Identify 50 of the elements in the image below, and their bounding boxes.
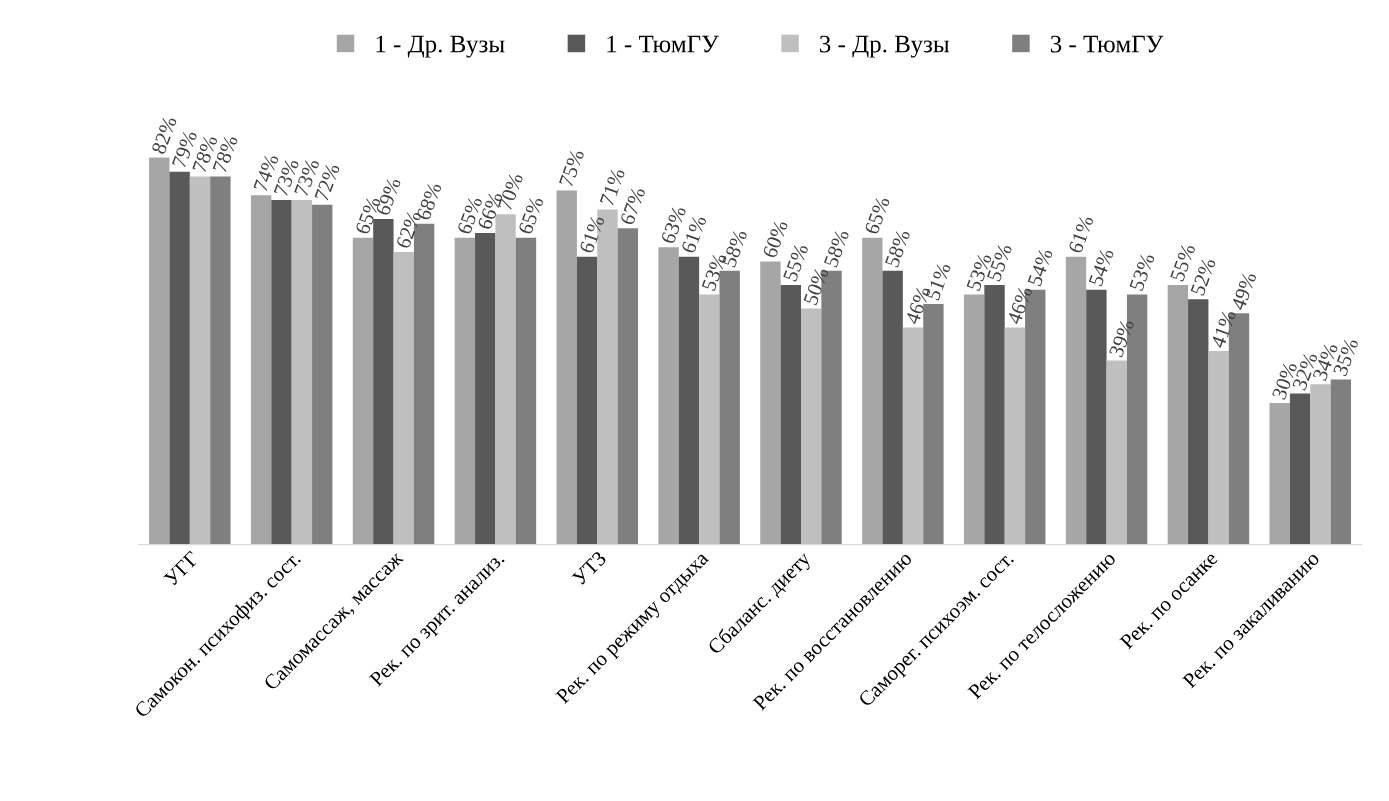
bar	[515, 237, 537, 545]
legend-label: 3 - ТюмГУ	[1050, 35, 1164, 53]
bar	[882, 270, 903, 545]
bar	[800, 308, 822, 545]
x-tick-label: УГГ	[163, 550, 200, 587]
bar	[1269, 403, 1290, 545]
bar	[1065, 256, 1087, 545]
bar	[291, 200, 313, 545]
bar	[149, 157, 170, 545]
bar	[250, 195, 272, 545]
bar	[617, 228, 639, 545]
legend-label: 1 - ТюмГУ	[607, 35, 719, 53]
bar	[556, 190, 577, 545]
bar	[862, 237, 883, 545]
data-label: 49%	[1230, 271, 1257, 311]
bar	[1086, 289, 1107, 545]
data-label: 75%	[558, 148, 585, 188]
bar	[1106, 360, 1127, 545]
bar	[902, 327, 924, 545]
bar	[393, 251, 414, 545]
data-label: 58%	[823, 228, 850, 268]
bar	[271, 200, 292, 545]
bar	[576, 256, 598, 545]
data-label: 39%	[1108, 318, 1135, 358]
data-label: 54%	[1027, 247, 1054, 287]
legend-label: 3 - Др. Вузы	[820, 35, 950, 58]
data-label: 41%	[1210, 309, 1237, 349]
bar	[780, 285, 801, 545]
bar	[658, 247, 679, 545]
data-label: 46%	[1006, 285, 1033, 326]
bar	[189, 176, 211, 545]
bar	[352, 237, 374, 545]
bar	[475, 233, 496, 545]
bar	[1208, 351, 1229, 545]
x-tick-label: УТЗ	[571, 550, 607, 587]
bar	[1167, 285, 1189, 545]
bar	[210, 176, 231, 545]
bar	[963, 294, 985, 545]
data-label: 53%	[1129, 252, 1155, 292]
bar	[1330, 379, 1352, 545]
legend-label: 1 - Др. Вузы	[376, 35, 505, 58]
data-label: 61%	[579, 214, 605, 254]
bar	[312, 204, 333, 545]
bar	[454, 237, 476, 545]
bar	[699, 294, 720, 545]
bar	[760, 261, 781, 545]
bar	[678, 256, 700, 545]
bar	[169, 171, 190, 545]
bar	[1004, 327, 1026, 545]
bar	[1188, 299, 1209, 545]
